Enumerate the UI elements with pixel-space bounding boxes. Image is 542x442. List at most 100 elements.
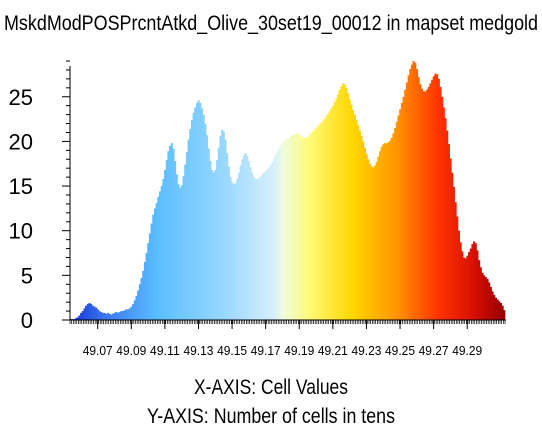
histogram-bar: [145, 253, 148, 320]
y-tick-label: 10: [9, 219, 33, 244]
histogram-bar: [164, 169, 167, 320]
histogram-bar: [279, 144, 282, 320]
histogram-bar: [357, 125, 360, 320]
histogram-bar: [162, 178, 165, 320]
histogram-bar: [347, 93, 350, 321]
histogram-bar: [142, 270, 145, 320]
histogram-bar: [316, 126, 319, 320]
histogram-bar: [283, 140, 286, 320]
histogram-bar: [410, 64, 413, 320]
histogram-bar: [184, 164, 187, 320]
histogram-bar: [219, 136, 222, 320]
histogram-bar: [432, 76, 435, 321]
x-tick-label: 49.17: [251, 343, 281, 358]
histogram-bar: [395, 121, 398, 320]
histogram-bar: [242, 154, 246, 320]
histogram-bar: [108, 313, 111, 320]
histogram-bar: [493, 295, 496, 320]
histogram-bar: [132, 303, 135, 320]
histogram-bar: [301, 136, 304, 320]
histogram-bar: [128, 308, 131, 320]
histogram-bar: [499, 303, 502, 320]
histogram-bar: [457, 230, 460, 320]
histogram-bar: [244, 153, 247, 320]
histogram-bar: [442, 107, 445, 320]
histogram-bar: [143, 261, 146, 320]
histogram-bar: [496, 299, 499, 320]
histogram-bar: [363, 147, 366, 320]
histogram-bar: [100, 311, 103, 320]
histogram-bar: [389, 140, 392, 320]
histogram-bar: [81, 311, 84, 320]
histogram-bar: [140, 278, 143, 320]
histogram-bar: [236, 178, 239, 320]
histogram-bar: [212, 172, 215, 320]
histogram-bar: [88, 303, 91, 320]
histogram-bar: [276, 151, 279, 320]
histogram-bar: [254, 178, 257, 320]
histogram-bar: [148, 233, 151, 320]
histogram-bar: [286, 138, 289, 320]
histogram-bar: [259, 176, 262, 320]
histogram-bar: [113, 312, 116, 320]
histogram-bar: [152, 214, 155, 320]
histogram-bar: [422, 91, 425, 320]
histogram-bar: [138, 284, 141, 320]
histogram-bar: [90, 303, 93, 320]
histogram-bar: [197, 100, 200, 320]
histogram-bar: [155, 203, 158, 320]
histogram-bar: [98, 311, 101, 320]
histogram-bar: [232, 184, 235, 320]
histogram-bar: [451, 172, 454, 320]
y-tick-label: 25: [9, 85, 33, 110]
histogram-bar: [170, 143, 173, 320]
histogram-bar: [405, 82, 408, 321]
histogram-bar: [374, 165, 377, 320]
histogram-bar: [454, 202, 457, 320]
histogram-bar: [452, 186, 455, 320]
histogram-bar: [135, 295, 138, 320]
y-axis: 0 5 10 15 20 25: [9, 60, 71, 333]
histogram-bar: [123, 310, 126, 320]
histogram-bar: [83, 308, 86, 320]
histogram-bar: [412, 61, 415, 320]
histogram-bar: [441, 96, 444, 320]
histogram-bar: [169, 145, 172, 320]
histogram-bar: [332, 105, 335, 321]
histogram-bar: [461, 251, 464, 320]
histogram-bar: [326, 113, 329, 320]
histogram-bar: [273, 158, 276, 320]
histogram-bar: [365, 153, 368, 320]
histogram-bar: [298, 134, 301, 320]
histogram-bar: [328, 111, 331, 320]
histogram-bar: [133, 300, 136, 320]
histogram-bar: [399, 109, 402, 320]
histogram-bar: [377, 156, 380, 320]
histogram-bar: [295, 133, 298, 320]
histogram-bar: [216, 160, 219, 320]
histogram-bar: [177, 184, 180, 320]
histogram-bar: [239, 165, 242, 320]
histogram-bar: [414, 62, 417, 320]
histogram-bar: [93, 306, 96, 320]
histogram-bar: [394, 128, 397, 320]
histogram-bar: [335, 98, 338, 320]
x-axis-label: X-AXIS: Cell Values: [194, 376, 348, 399]
histogram-bar: [456, 216, 459, 320]
histogram-bar: [117, 312, 120, 320]
histogram-bar: [214, 169, 217, 320]
histogram-bar: [368, 163, 371, 320]
histogram-bar: [274, 154, 277, 320]
histogram-bar: [392, 133, 395, 320]
histogram-bar: [310, 133, 313, 320]
histogram-bar: [436, 74, 439, 321]
histogram-bar: [372, 167, 375, 320]
histogram-bar: [315, 128, 318, 320]
histogram-bar: [206, 135, 209, 320]
x-tick-label: 49.23: [351, 343, 381, 358]
histogram-bar: [207, 148, 210, 320]
histogram-bar: [463, 257, 466, 320]
histogram-bar: [471, 244, 474, 320]
histogram-bar: [251, 172, 254, 320]
x-axis: 49.07 49.09 49.11 49.13 49.15 49.17 49.19 49.21…: [69, 319, 506, 358]
